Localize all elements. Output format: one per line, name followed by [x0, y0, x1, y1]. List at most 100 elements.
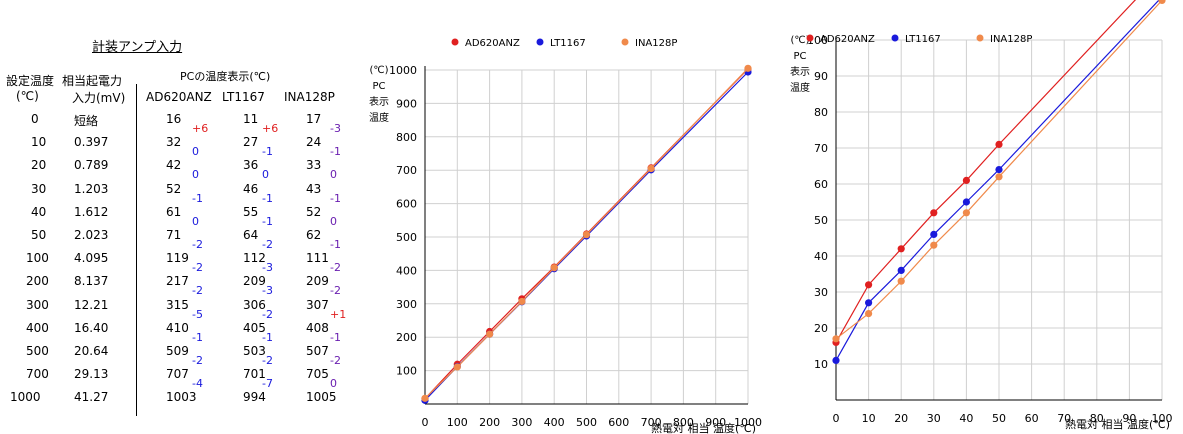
data-point — [1158, 0, 1166, 4]
x-tick-label: 800 — [673, 416, 694, 429]
x-tick-label: 900 — [705, 416, 726, 429]
cell-ad620: 315 — [166, 297, 189, 312]
y-axis-label: PC — [372, 81, 385, 92]
cell-ad620: 217 — [166, 274, 189, 289]
x-tick-label: 100 — [1152, 412, 1173, 425]
cell-ina128: 62 — [306, 228, 322, 242]
cell-emf: 12.21 — [74, 297, 109, 312]
data-point — [486, 330, 494, 338]
cell-emf: 41.27 — [74, 390, 109, 405]
y-axis-label: (℃) — [369, 65, 388, 76]
cell-ad620-diff: -2 — [192, 261, 203, 275]
cell-set-temp: 30 — [31, 181, 47, 196]
x-tick-label: 20 — [894, 412, 908, 425]
cell-lt1167: 46 — [243, 181, 259, 196]
cell-lt1167: 701 — [243, 367, 266, 382]
data-point — [865, 281, 873, 289]
legend-label: LT1167 — [905, 34, 941, 45]
cell-ad620: 707 — [166, 367, 189, 382]
cell-ina128: 209 — [306, 274, 329, 289]
y-tick-label: 500 — [396, 231, 417, 244]
data-point — [962, 198, 970, 206]
data-point — [995, 166, 1003, 174]
x-tick-label: 30 — [927, 412, 941, 425]
cell-set-temp: 200 — [26, 274, 49, 289]
cell-set-temp: 50 — [31, 228, 47, 242]
header-amp-lt1167: LT1167 — [222, 90, 265, 104]
legend-label: LT1167 — [550, 38, 586, 49]
cell-ina128-diff: 0 — [330, 377, 337, 391]
cell-lt1167-diff: -7 — [262, 377, 273, 391]
cell-ina128-diff: -2 — [330, 284, 341, 298]
cell-ad620-diff: 0 — [192, 168, 199, 182]
cell-set-temp: 400 — [26, 320, 49, 335]
y-tick-label: 300 — [396, 298, 417, 311]
cell-ina128: 1005 — [306, 390, 337, 405]
cell-lt1167-diff: +6 — [262, 122, 279, 135]
cell-emf: 8.137 — [74, 274, 109, 289]
cell-lt1167-diff: 0 — [262, 168, 269, 182]
x-tick-label: 100 — [447, 416, 468, 429]
cell-emf: 1.203 — [74, 181, 109, 196]
y-tick-label: 50 — [814, 214, 828, 227]
cell-ad620-diff: -2 — [192, 354, 203, 367]
cell-ina128: 408 — [306, 320, 329, 335]
cell-ina128: 52 — [306, 204, 322, 219]
cell-emf: 1.612 — [74, 204, 109, 219]
calibration-table: 計装アンプ入力 設定温度 (℃) 相当起電力 入力(mV) PCの温度表示(℃)… — [0, 0, 350, 434]
cell-lt1167-diff: -2 — [262, 354, 273, 367]
cell-emf: 短絡 — [74, 114, 99, 128]
cell-lt1167-diff: -1 — [262, 145, 273, 159]
header-set-temp-unit: (℃) — [16, 89, 39, 103]
data-point — [582, 231, 591, 239]
data-point — [930, 209, 938, 217]
cell-lt1167: 306 — [243, 297, 266, 312]
cell-lt1167: 209 — [243, 274, 266, 289]
cell-ad620: 52 — [166, 181, 182, 196]
cell-ina128-diff: -1 — [330, 191, 341, 205]
cell-set-temp: 10 — [31, 135, 47, 150]
x-tick-label: 90 — [1122, 412, 1136, 425]
cell-ina128-diff: -1 — [330, 145, 341, 159]
cell-ad620-diff: -1 — [192, 330, 203, 344]
table-divider — [136, 84, 137, 416]
cell-ina128: 17 — [306, 112, 322, 126]
header-emf-unit: 入力(mV) — [72, 91, 126, 105]
cell-set-temp: 20 — [31, 158, 47, 173]
data-point — [744, 64, 752, 72]
cell-emf: 29.13 — [74, 367, 109, 382]
cell-lt1167-diff: -1 — [262, 191, 273, 205]
cell-ad620: 32 — [166, 135, 182, 150]
cell-ad620-diff: -5 — [192, 307, 203, 321]
cell-ina128: 705 — [306, 367, 329, 382]
cell-lt1167-diff: -3 — [262, 261, 273, 275]
cell-ad620: 410 — [166, 320, 189, 335]
cell-ad620: 119 — [166, 251, 189, 266]
cell-emf: 20.64 — [74, 344, 109, 358]
y-tick-label: 700 — [396, 164, 417, 177]
header-set-temp: 設定温度 — [6, 74, 55, 88]
x-tick-label: 700 — [641, 416, 662, 429]
chart-full-range: 0 100 200 300 400 500 600 700 800 900 1000 100 200 30… — [369, 38, 762, 434]
cell-ad620-diff: 0 — [192, 145, 199, 159]
y-axis-label: 温度 — [790, 81, 810, 94]
cell-lt1167-diff: -2 — [262, 307, 273, 321]
cell-emf: 2.023 — [74, 228, 109, 242]
y-tick-label: 90 — [814, 70, 828, 83]
cell-lt1167: 994 — [243, 390, 266, 405]
x-tick-label: 300 — [511, 416, 532, 429]
cell-ad620: 42 — [166, 158, 182, 173]
cell-lt1167: 11 — [243, 112, 259, 126]
cell-ad620: 16 — [166, 112, 182, 126]
y-tick-label: 800 — [396, 131, 417, 144]
x-tick-label: 40 — [959, 412, 973, 425]
cell-ad620: 1003 — [166, 390, 197, 405]
cell-emf: 4.095 — [74, 251, 109, 266]
cell-ina128-diff: 0 — [330, 214, 337, 228]
cell-set-temp: 300 — [26, 297, 49, 312]
x-tick-label: 60 — [1025, 412, 1039, 425]
data-point — [962, 176, 970, 184]
y-axis-label: 表示 — [369, 95, 389, 108]
cell-ad620: 61 — [166, 204, 182, 219]
x-tick-label: 0 — [422, 416, 429, 429]
